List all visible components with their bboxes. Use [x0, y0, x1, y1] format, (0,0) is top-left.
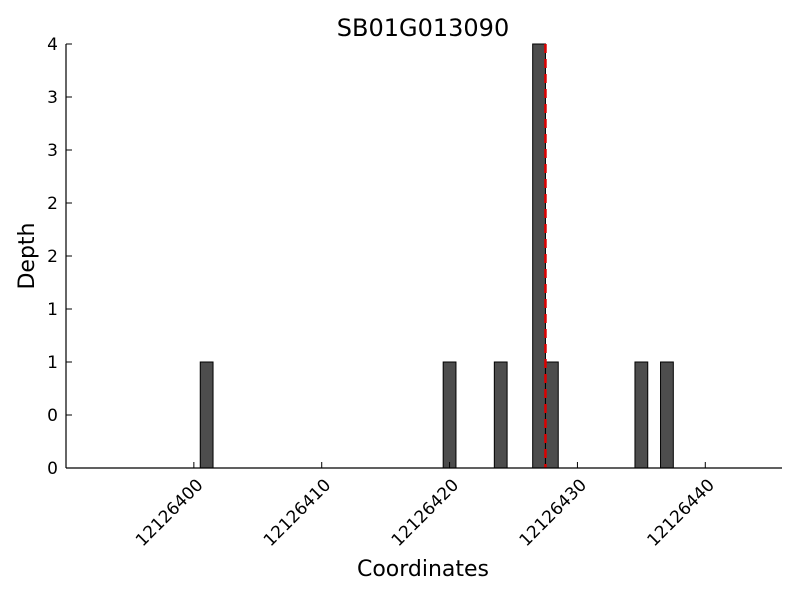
y-tick-label: 3	[47, 141, 58, 161]
bar	[442, 361, 457, 469]
x-tick-label: 12126420	[388, 475, 463, 550]
y-tick-label: 0	[47, 406, 58, 426]
x-tick-label: 12126400	[132, 475, 207, 550]
x-tick-label: 12126430	[516, 475, 591, 550]
y-tick-label: 3	[47, 88, 58, 108]
y-tick-label: 2	[47, 194, 58, 214]
bar	[544, 361, 559, 469]
bars-layer	[199, 43, 674, 469]
y-tick-label: 2	[47, 247, 58, 267]
y-tick-label: 4	[47, 35, 58, 55]
y-axis-label: Depth	[15, 222, 40, 289]
bar	[199, 361, 214, 469]
bar	[493, 361, 508, 469]
bar	[660, 361, 674, 469]
x-axis-label: Coordinates	[357, 557, 489, 582]
y-tick-label: 1	[47, 300, 58, 320]
y-tick-label: 0	[47, 459, 58, 479]
x-tick-label: 12126440	[643, 475, 718, 550]
ticks-layer: 0 0 1 1 2 2 3 3 4 12126400 12126410 12126420 1212643…	[47, 35, 719, 551]
y-tick-label: 1	[47, 353, 58, 373]
bar	[532, 43, 546, 469]
axes-layer	[65, 44, 782, 469]
bar	[634, 361, 649, 469]
x-tick-label: 12126410	[260, 475, 335, 550]
chart-title: SB01G013090	[337, 14, 509, 42]
